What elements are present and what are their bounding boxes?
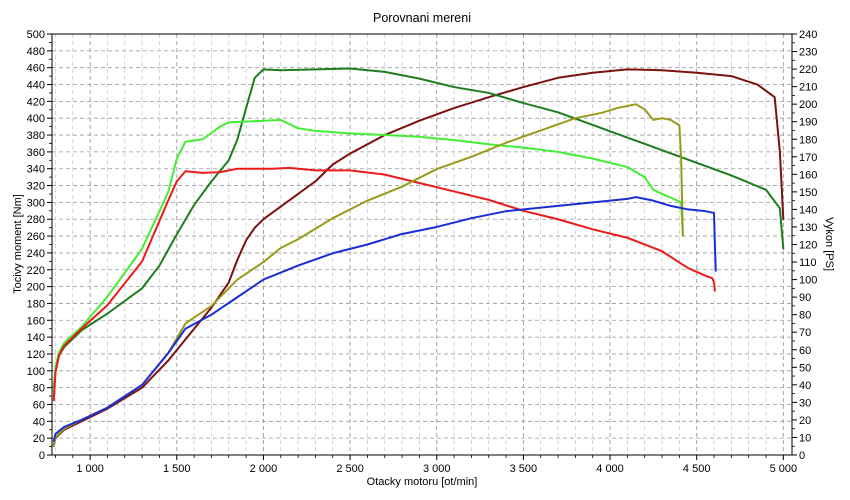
y-left-tick-label: 320 [27, 181, 45, 193]
y-left-tick-label: 160 [27, 315, 45, 327]
y-right-tick-label: 240 [799, 29, 817, 41]
y-right-tick-label: 230 [799, 47, 817, 59]
x-tick-label: 3 000 [423, 463, 451, 475]
x-tick-label: 1 000 [76, 463, 104, 475]
y-right-tick-label: 180 [799, 134, 817, 146]
x-axis-title: Otacky motoru [ot/min] [367, 476, 478, 488]
y-right-tick-label: 130 [799, 222, 817, 234]
y-left-tick-label: 340 [27, 164, 45, 176]
y-left-tick-label: 460 [27, 63, 45, 75]
y-right-tick-label: 140 [799, 204, 817, 216]
y-left-tick-label: 500 [27, 29, 45, 41]
axis-layer: 0204060801001201401601802002202402602803… [27, 29, 818, 475]
x-tick-label: 4 500 [683, 463, 711, 475]
y-left-tick-label: 300 [27, 197, 45, 209]
grid-layer [52, 34, 792, 455]
y-left-tick-label: 0 [39, 450, 45, 462]
y-right-tick-label: 10 [799, 432, 811, 444]
y-left-tick-label: 220 [27, 265, 45, 277]
y-right-tick-label: 150 [799, 187, 817, 199]
y-left-tick-label: 180 [27, 298, 45, 310]
y-right-tick-label: 40 [799, 380, 811, 392]
series-line-1 [52, 68, 785, 446]
y-left-tick-label: 360 [27, 147, 45, 159]
y-left-tick-label: 60 [33, 399, 45, 411]
series-line-2 [52, 67, 785, 389]
series-line-6 [52, 196, 717, 442]
y-left-tick-label: 140 [27, 332, 45, 344]
y-left-axis-title: Tocivy moment [Nm] [12, 194, 24, 294]
y-right-tick-label: 90 [799, 292, 811, 304]
series-layer [52, 67, 785, 448]
y-left-tick-label: 80 [33, 383, 45, 395]
series-line-4 [52, 166, 716, 402]
y-right-tick-label: 190 [799, 117, 817, 129]
y-right-tick-label: 70 [799, 327, 811, 339]
x-tick-label: 2 000 [250, 463, 278, 475]
chart-title: Porovnani mereni [373, 11, 471, 25]
y-right-tick-label: 110 [799, 257, 817, 269]
y-left-tick-label: 120 [27, 349, 45, 361]
y-right-tick-label: 200 [799, 99, 817, 111]
y-left-tick-label: 40 [33, 416, 45, 428]
y-right-tick-label: 100 [799, 275, 817, 287]
y-left-tick-label: 200 [27, 282, 45, 294]
y-left-tick-label: 240 [27, 248, 45, 260]
series-line-3 [52, 118, 684, 393]
y-right-tick-label: 20 [799, 415, 811, 427]
y-left-tick-label: 440 [27, 80, 45, 92]
y-left-tick-label: 20 [33, 433, 45, 445]
y-right-tick-label: 50 [799, 362, 811, 374]
plot-area [52, 34, 792, 455]
y-right-axis-title: Vykon [PS] [823, 217, 835, 271]
y-right-tick-label: 220 [799, 64, 817, 76]
y-left-tick-label: 400 [27, 113, 45, 125]
y-left-tick-label: 420 [27, 96, 45, 108]
y-left-tick-label: 260 [27, 231, 45, 243]
x-tick-label: 4 000 [596, 463, 624, 475]
y-right-tick-label: 0 [799, 450, 805, 462]
x-tick-label: 2 500 [336, 463, 364, 475]
x-tick-label: 3 500 [510, 463, 538, 475]
y-left-tick-label: 280 [27, 214, 45, 226]
y-right-tick-label: 210 [799, 82, 817, 94]
y-right-tick-label: 120 [799, 240, 817, 252]
y-left-tick-label: 100 [27, 366, 45, 378]
y-right-tick-label: 80 [799, 310, 811, 322]
y-right-tick-label: 160 [799, 169, 817, 181]
y-right-tick-label: 170 [799, 152, 817, 164]
y-left-tick-label: 480 [27, 46, 45, 58]
y-left-tick-label: 380 [27, 130, 45, 142]
y-right-tick-label: 30 [799, 397, 811, 409]
x-tick-label: 1 500 [163, 463, 191, 475]
x-tick-label: 5 000 [770, 463, 798, 475]
y-right-tick-label: 60 [799, 345, 811, 357]
